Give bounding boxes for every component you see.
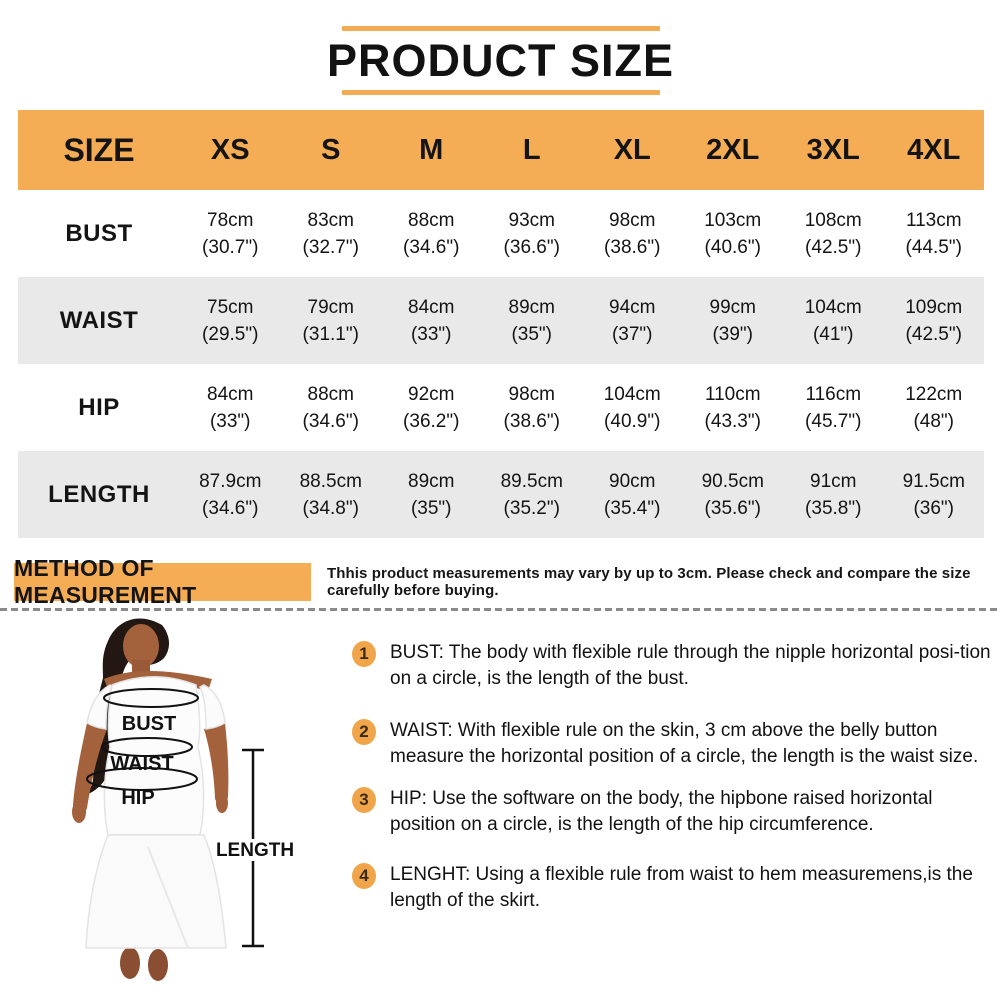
column-header-xl: XL: [613, 133, 651, 166]
model-photo: BUST WAIST HIP LENGTH: [72, 618, 294, 981]
row-label: LENGTH: [48, 480, 150, 508]
method-heading-banner: METHOD OF MEASUREMENT: [14, 555, 311, 608]
size-cell: 104cm (41"): [804, 296, 862, 345]
size-cell: 93cm (36.6"): [503, 209, 560, 258]
title-rule-top: [341, 26, 660, 31]
number-badge: 1: [352, 641, 376, 667]
size-cell: 75cm (29.5"): [202, 296, 259, 345]
bust-measure-line: [103, 688, 199, 708]
list-item: 1 BUST: The body with flexible rule thro…: [352, 640, 1000, 692]
size-cell: 122cm (48"): [905, 383, 963, 432]
size-cell: 83cm (32.7"): [302, 209, 359, 258]
hip-measure-line: [86, 767, 198, 791]
size-cell: 99cm (39"): [709, 296, 756, 345]
number-badge: 3: [352, 787, 376, 813]
size-cell: 109cm (42.5"): [905, 296, 963, 345]
size-cell: 104cm (40.9"): [603, 383, 661, 432]
size-cell: 92cm (36.2"): [403, 383, 460, 432]
size-cell: 91.5cm (36"): [902, 470, 965, 519]
left-hand: [72, 801, 86, 823]
size-cell: 79cm (31.1"): [302, 296, 359, 345]
left-arm: [73, 723, 107, 814]
note-text: BUST: The body with flexible rule throug…: [390, 642, 991, 689]
dashed-divider: [0, 608, 1001, 611]
size-cell: 88.5cm (34.8"): [299, 470, 362, 519]
column-header-4xl: 4XL: [907, 133, 961, 166]
column-header-2xl: 2XL: [706, 133, 760, 166]
list-item: 2 WAIST: With flexible rule on the skin,…: [352, 718, 1000, 770]
size-cell: 98cm (38.6"): [604, 209, 661, 258]
size-cell: 84cm (33"): [408, 296, 455, 345]
size-cell: 113cm (44.5"): [905, 209, 962, 258]
dress-right-sleeve: [198, 684, 226, 730]
measurement-notes-list: 1 BUST: The body with flexible rule thro…: [352, 640, 1000, 914]
size-cell: 88cm (34.6"): [403, 209, 460, 258]
list-item: 3 HIP: Use the software on the body, the…: [352, 786, 1000, 838]
number-badge: 4: [352, 863, 376, 889]
face: [123, 624, 159, 668]
left-foot: [120, 947, 140, 979]
size-variance-note: Thhis product measurements may vary by u…: [327, 565, 971, 599]
size-cell: 84cm (33"): [207, 383, 254, 432]
size-cell: 89.5cm (35.2"): [500, 470, 563, 519]
column-header-xs: XS: [210, 133, 250, 166]
column-header-m: M: [419, 133, 444, 166]
size-cell: 90.5cm (35.6"): [701, 470, 764, 519]
method-heading: METHOD OF MEASUREMENT: [14, 555, 197, 608]
waist-measure-line: [101, 737, 193, 757]
right-arm: [204, 723, 229, 804]
table-row-hip: HIP 84cm (33") 88cm (34.6") 92cm (36.2") 98…: [18, 364, 984, 451]
size-cell: 110cm (43.3"): [704, 383, 761, 432]
size-cell: 94cm (37"): [609, 296, 656, 345]
right-foot: [148, 949, 168, 981]
length-label: LENGTH: [216, 840, 294, 861]
list-item: 4 LENGHT: Using a flexible rule from wai…: [352, 862, 1000, 914]
column-header-l: L: [522, 133, 541, 166]
note-text: HIP: Use the software on the body, the h…: [390, 788, 933, 835]
title-block: PRODUCT SIZE: [0, 26, 1001, 95]
column-header-size: SIZE: [63, 131, 135, 168]
skirt-fold: [147, 846, 189, 949]
size-cell: 89cm (35"): [408, 470, 455, 519]
right-hand: [216, 793, 228, 813]
column-header-s: S: [321, 133, 341, 166]
row-label: HIP: [78, 393, 120, 421]
size-cell: 87.9cm (34.6"): [199, 470, 262, 519]
hip-label: HIP: [121, 787, 154, 809]
title-rule-bottom: [341, 90, 660, 95]
row-label: BUST: [65, 219, 133, 247]
size-cell: 98cm (38.6"): [503, 383, 560, 432]
dress-skirt: [85, 834, 227, 949]
size-cell: 116cm (45.7"): [805, 383, 862, 432]
size-table: SIZE XS S M L XL 2XL 3XL 4XL BUST 78cm (3…: [18, 110, 984, 538]
method-of-measurement-section: METHOD OF MEASUREMENT Thhis product meas…: [14, 555, 990, 608]
row-label: WAIST: [59, 306, 139, 334]
measurement-figure: BUST WAIST HIP LENGTH: [20, 615, 320, 995]
size-cell: 90cm (35.4"): [604, 470, 661, 519]
table-row-bust: BUST 78cm (30.7") 83cm (32.7") 88cm (34.6")…: [18, 190, 984, 277]
table-row-length: LENGTH 87.9cm (34.6") 88.5cm (34.8") 89cm(…: [18, 451, 984, 538]
page-title: PRODUCT SIZE: [326, 35, 675, 86]
length-label-backing: [220, 839, 290, 861]
table-row-waist: WAIST 75cm (29.5") 79cm (31.1") 84cm (33") …: [18, 277, 984, 364]
number-badge: 2: [352, 719, 376, 745]
waist-label: WAIST: [110, 753, 173, 775]
size-cell: 78cm (30.7"): [202, 209, 259, 258]
bust-label: BUST: [122, 713, 176, 735]
note-text: LENGHT: Using a flexible rule from waist…: [390, 864, 973, 911]
size-cell: 103cm (40.6"): [704, 209, 762, 258]
size-cell: 88cm (34.6"): [302, 383, 359, 432]
column-header-3xl: 3XL: [806, 133, 860, 166]
note-text: WAIST: With flexible rule on the skin, 3…: [390, 720, 979, 767]
size-cell: 108cm (42.5"): [804, 209, 862, 258]
size-cell: 89cm (35"): [508, 296, 555, 345]
size-cell: 91cm (35.8"): [805, 470, 862, 519]
size-table-header: SIZE XS S M L XL 2XL 3XL 4XL: [18, 110, 984, 190]
